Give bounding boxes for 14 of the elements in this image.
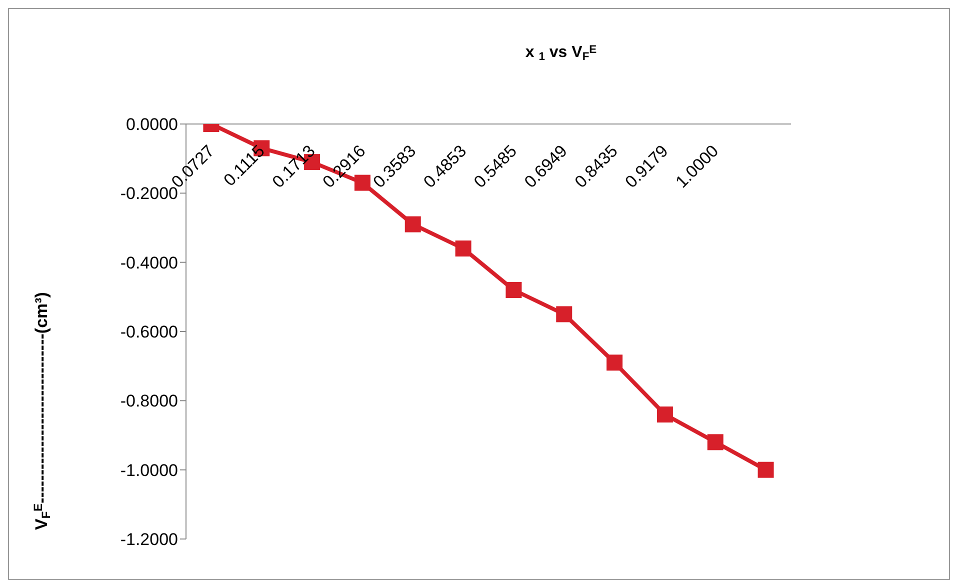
point: [707, 434, 724, 450]
y-tick-label: 0.0000: [126, 115, 178, 134]
point: [404, 216, 421, 232]
y-tick-label: -1.0000: [120, 460, 178, 480]
y-tick-label: -0.6000: [120, 322, 178, 342]
y-tick-label: -0.8000: [120, 392, 178, 411]
y-tick-label: -0.4000: [120, 253, 178, 272]
point: [506, 282, 522, 298]
point: [455, 240, 472, 256]
y-tick-label: -1.2000: [120, 530, 178, 550]
point: [758, 462, 774, 478]
point: [606, 354, 623, 371]
point: [656, 406, 673, 422]
point: [556, 306, 572, 322]
